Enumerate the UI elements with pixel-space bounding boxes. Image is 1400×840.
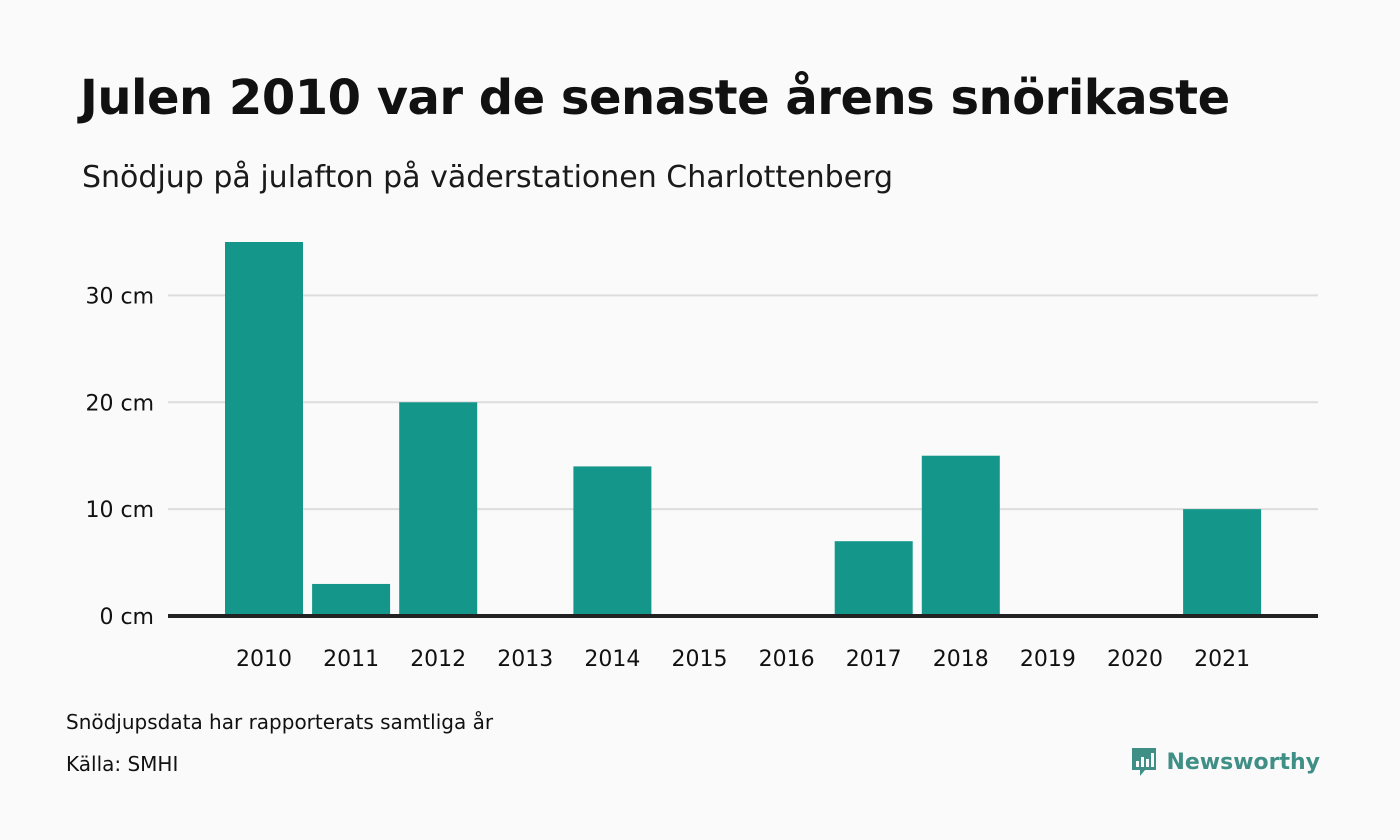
x-tick-label-2010: 2010 (236, 647, 292, 672)
x-tick-label-2020: 2020 (1107, 647, 1163, 672)
bars (225, 242, 1262, 616)
bar-2017 (834, 541, 913, 616)
bar-2012 (399, 402, 478, 616)
x-tick-label-2021: 2021 (1194, 647, 1250, 672)
source-label: Källa: SMHI (66, 752, 179, 776)
bar-2011 (312, 583, 391, 616)
bar-2014 (573, 466, 652, 616)
x-tick-label-2015: 2015 (672, 647, 728, 672)
y-tick-label: 0 cm (99, 605, 154, 630)
x-tick-label-2016: 2016 (759, 647, 815, 672)
x-tick-label-2018: 2018 (933, 647, 989, 672)
x-tick-label-2011: 2011 (323, 647, 379, 672)
data-note: Snödjupsdata har rapporterats samtliga å… (66, 710, 494, 734)
y-tick-label: 30 cm (85, 284, 154, 309)
newsworthy-logo: Newsworthy (1130, 746, 1320, 778)
y-tick-label: 10 cm (85, 498, 154, 523)
y-axis-ticks: 0 cm 10 cm 20 cm 30 cm (85, 284, 154, 630)
x-tick-label-2013: 2013 (497, 647, 553, 672)
bar-chart-speech-bubble-icon (1132, 748, 1157, 776)
chart-title: Julen 2010 var de senaste årens snörikas… (80, 70, 1230, 126)
x-tick-label-2019: 2019 (1020, 647, 1076, 672)
y-tick-label: 20 cm (85, 391, 154, 416)
x-tick-label-2012: 2012 (410, 647, 466, 672)
grid-lines (168, 294, 1318, 511)
chart-subtitle: Snödjup på julafton på väderstationen Ch… (82, 160, 894, 195)
x-tick-label-2017: 2017 (846, 647, 902, 672)
bar-2018 (921, 455, 1000, 616)
bar-2021 (1183, 509, 1262, 616)
brand-name: Newsworthy (1166, 749, 1320, 775)
x-tick-label-2014: 2014 (584, 647, 640, 672)
bar-2010 (225, 242, 303, 616)
x-axis-ticks: 2010 2011 2012 2013 2014 2015 2016 2017 2018 2019… (236, 647, 1250, 672)
